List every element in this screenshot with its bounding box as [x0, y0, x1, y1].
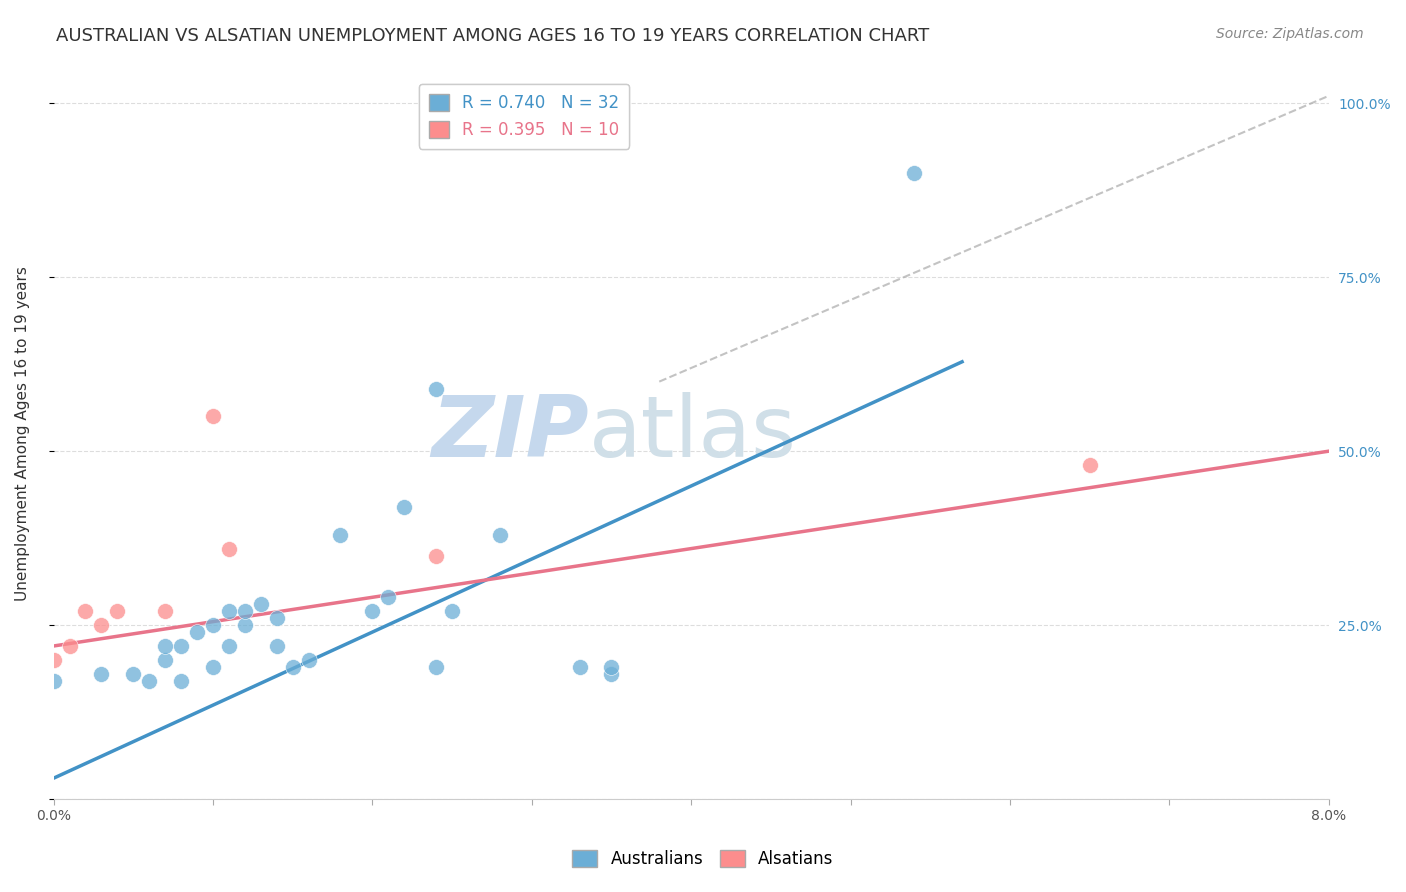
Point	[105, 604, 128, 618]
Text: atlas: atlas	[589, 392, 797, 475]
Y-axis label: Unemployment Among Ages 16 to 19 years: Unemployment Among Ages 16 to 19 years	[15, 267, 30, 601]
Point	[903, 166, 925, 180]
Point	[201, 618, 224, 632]
Point	[170, 673, 193, 688]
Point	[75, 604, 97, 618]
Point	[90, 666, 112, 681]
Point	[600, 666, 623, 681]
Point	[138, 673, 160, 688]
Text: AUSTRALIAN VS ALSATIAN UNEMPLOYMENT AMONG AGES 16 TO 19 YEARS CORRELATION CHART: AUSTRALIAN VS ALSATIAN UNEMPLOYMENT AMON…	[56, 27, 929, 45]
Point	[170, 639, 193, 653]
Point	[58, 639, 80, 653]
Point	[266, 639, 288, 653]
Point	[600, 660, 623, 674]
Point	[394, 500, 416, 514]
Point	[266, 611, 288, 625]
Point	[201, 409, 224, 424]
Point	[441, 604, 464, 618]
Point	[153, 604, 176, 618]
Legend: Australians, Alsatians: Australians, Alsatians	[565, 843, 841, 875]
Point	[489, 527, 512, 541]
Point	[42, 673, 65, 688]
Point	[218, 604, 240, 618]
Point	[298, 653, 321, 667]
Point	[218, 639, 240, 653]
Legend: R = 0.740   N = 32, R = 0.395   N = 10: R = 0.740 N = 32, R = 0.395 N = 10	[419, 84, 630, 149]
Point	[218, 541, 240, 556]
Point	[281, 660, 304, 674]
Point	[201, 660, 224, 674]
Point	[249, 597, 271, 611]
Point	[377, 591, 399, 605]
Point	[122, 666, 145, 681]
Point	[425, 549, 447, 563]
Point	[233, 618, 256, 632]
Text: ZIP: ZIP	[432, 392, 589, 475]
Point	[233, 604, 256, 618]
Point	[42, 653, 65, 667]
Point	[153, 653, 176, 667]
Point	[153, 639, 176, 653]
Point	[425, 382, 447, 396]
Point	[361, 604, 384, 618]
Point	[329, 527, 352, 541]
Point	[425, 660, 447, 674]
Text: Source: ZipAtlas.com: Source: ZipAtlas.com	[1216, 27, 1364, 41]
Point	[90, 618, 112, 632]
Point	[1078, 458, 1101, 472]
Point	[568, 660, 591, 674]
Point	[186, 625, 208, 640]
